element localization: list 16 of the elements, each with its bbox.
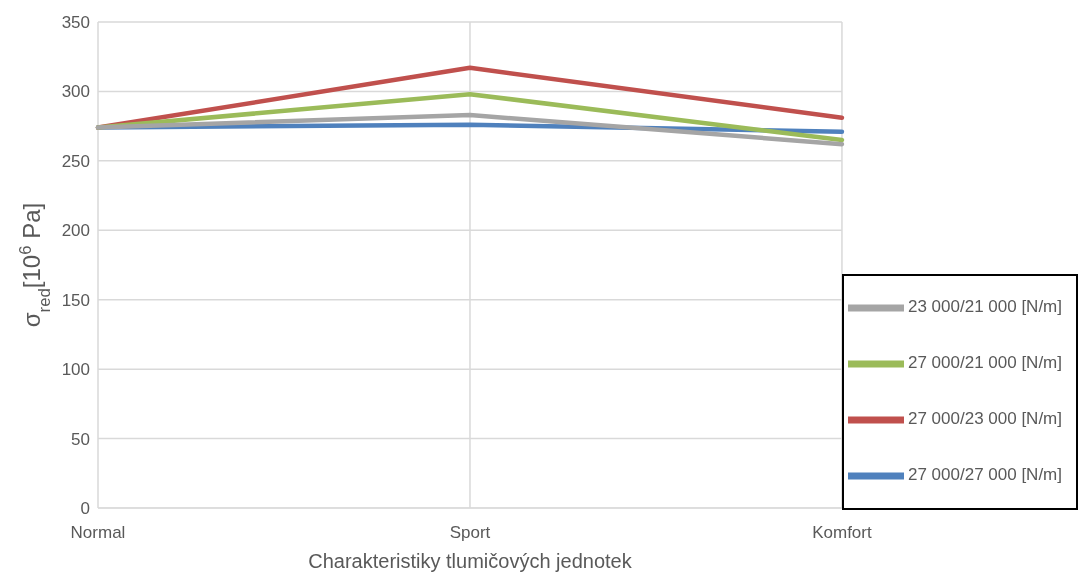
legend-label: 23 000/21 000 [N/m] bbox=[907, 297, 1062, 317]
legend-label: 27 000/21 000 [N/m] bbox=[907, 353, 1062, 373]
legend-label: 27 000/23 000 [N/m] bbox=[907, 409, 1062, 429]
x-axis-title: Charakteristiky tlumičových jednotek bbox=[308, 550, 633, 572]
y-tick-label: 50 bbox=[71, 429, 90, 449]
legend-label: 27 000/27 000 [N/m] bbox=[907, 465, 1062, 485]
y-tick-label: 0 bbox=[80, 499, 90, 519]
y-tick-label: 150 bbox=[61, 290, 90, 310]
y-tick-label: 300 bbox=[61, 82, 90, 102]
y-tick-label: 200 bbox=[61, 221, 90, 241]
x-tick-label: Sport bbox=[449, 523, 491, 543]
x-tick-label: Normal bbox=[70, 523, 126, 543]
x-tick-label: Komfort bbox=[812, 523, 872, 543]
y-tick-label: 100 bbox=[61, 360, 90, 380]
y-tick-label: 350 bbox=[61, 13, 90, 33]
y-tick-label: 250 bbox=[61, 151, 90, 171]
